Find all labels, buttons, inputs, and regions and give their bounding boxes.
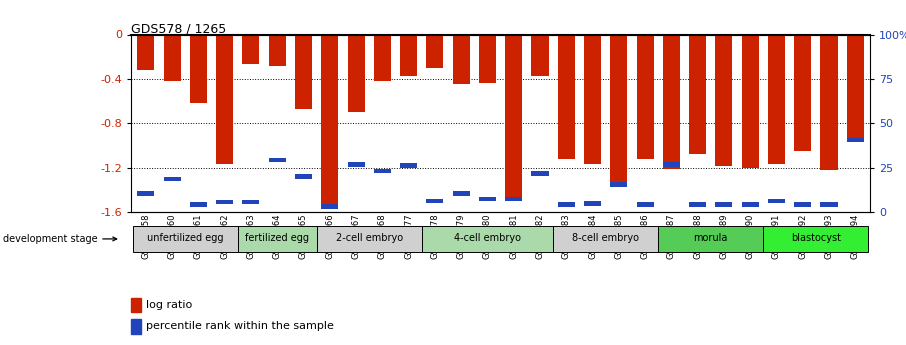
Text: percentile rank within the sample: percentile rank within the sample [146, 322, 333, 332]
Text: 2-cell embryo: 2-cell embryo [335, 233, 403, 243]
FancyBboxPatch shape [132, 226, 237, 252]
Bar [243, 34, 259, 65]
Bar [689, 34, 706, 155]
Bar [164, 34, 180, 81]
Bar [427, 34, 443, 68]
Bar [795, 202, 811, 207]
Bar [453, 34, 469, 85]
FancyBboxPatch shape [659, 226, 764, 252]
Bar [453, 191, 469, 196]
FancyBboxPatch shape [554, 226, 659, 252]
Bar [295, 175, 312, 179]
FancyBboxPatch shape [316, 226, 421, 252]
Bar [637, 202, 653, 207]
Bar [663, 34, 680, 169]
Bar [611, 34, 627, 187]
Bar [348, 34, 364, 112]
Bar [847, 138, 863, 142]
Bar [400, 34, 417, 76]
Bar [716, 34, 732, 166]
Bar [584, 34, 601, 165]
Bar [821, 202, 837, 207]
FancyBboxPatch shape [421, 226, 554, 252]
Bar [164, 177, 180, 181]
Bar [374, 34, 390, 81]
Text: 4-cell embryo: 4-cell embryo [454, 233, 521, 243]
Bar [138, 191, 154, 196]
Text: 8-cell embryo: 8-cell embryo [573, 233, 639, 243]
Bar [138, 34, 154, 70]
Bar [821, 34, 837, 170]
Bar [506, 197, 522, 201]
Bar [322, 34, 338, 209]
Bar [663, 162, 680, 167]
Bar [506, 34, 522, 201]
Bar [742, 34, 758, 168]
FancyBboxPatch shape [237, 226, 316, 252]
Bar [295, 34, 312, 109]
Bar [427, 199, 443, 203]
Bar [322, 204, 338, 209]
Text: development stage: development stage [3, 234, 117, 244]
Bar [716, 202, 732, 207]
Bar [348, 162, 364, 167]
FancyBboxPatch shape [764, 226, 869, 252]
Bar [742, 202, 758, 207]
Bar [217, 200, 233, 204]
Bar [532, 34, 548, 76]
Bar [558, 202, 574, 207]
Bar [479, 197, 496, 201]
Bar [131, 319, 141, 334]
Text: unfertilized egg: unfertilized egg [147, 233, 224, 243]
Bar [768, 199, 785, 203]
Bar [400, 163, 417, 168]
Bar [689, 202, 706, 207]
Text: GDS578 / 1265: GDS578 / 1265 [131, 22, 226, 36]
Bar [374, 169, 390, 173]
Bar [768, 34, 785, 165]
Bar [479, 34, 496, 83]
Bar [532, 171, 548, 176]
Bar [217, 34, 233, 165]
Text: blastocyst: blastocyst [791, 233, 841, 243]
Text: fertilized egg: fertilized egg [246, 233, 309, 243]
Bar [584, 201, 601, 206]
Text: morula: morula [694, 233, 728, 243]
Bar [637, 34, 653, 159]
Bar [795, 34, 811, 151]
Bar [190, 202, 207, 207]
Bar [131, 298, 141, 312]
Bar [243, 200, 259, 204]
Text: log ratio: log ratio [146, 300, 192, 310]
Bar [558, 34, 574, 159]
Bar [611, 182, 627, 187]
Bar [190, 34, 207, 104]
Bar [847, 34, 863, 140]
Bar [269, 34, 285, 66]
Bar [269, 158, 285, 162]
